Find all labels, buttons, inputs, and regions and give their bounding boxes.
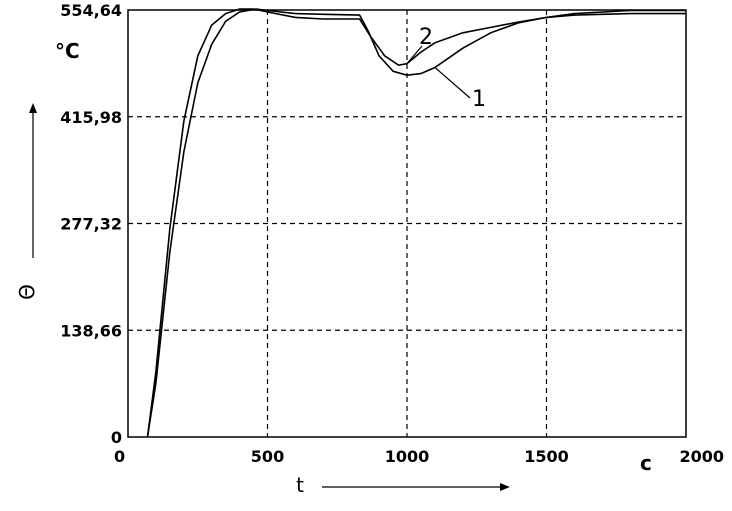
series-lines (146, 8, 686, 438)
x-axis-arrow (322, 483, 510, 491)
plot-frame (127, 9, 687, 438)
curve-1-label: 1 (472, 87, 486, 112)
curve-labels: 12 (406, 25, 486, 112)
y-tick-labels: 0 138,66 277,32 415,98 554,64 (60, 1, 122, 447)
curve-2-label: 2 (419, 25, 433, 50)
x-tick-label: 1500 (524, 447, 569, 466)
grid-lines (128, 10, 686, 437)
y-axis-label: Θ (15, 284, 39, 300)
series-line-1 (146, 8, 686, 438)
x-tick-label: 0 (114, 447, 125, 466)
x-axis-label: t (296, 473, 304, 497)
x-tick-label: 1000 (385, 447, 430, 466)
curve-1-leader (434, 67, 471, 99)
y-axis-arrow (29, 103, 37, 258)
x-tick-label: 2000 (679, 447, 724, 466)
y-tick-label: 0 (111, 428, 122, 447)
y-tick-label: 138,66 (60, 321, 122, 340)
curve-2-leader (406, 45, 423, 65)
x-tick-labels: 0 500 1000 1500 2000 (114, 447, 724, 466)
series-line-2 (146, 8, 686, 438)
y-tick-label: 277,32 (60, 215, 122, 234)
y-tick-label: 554,64 (60, 1, 122, 20)
x-tick-label: 500 (251, 447, 284, 466)
y-tick-label: 415,98 (60, 108, 122, 127)
y-unit-label: °C (55, 39, 80, 63)
x-unit-label: c (640, 451, 652, 475)
